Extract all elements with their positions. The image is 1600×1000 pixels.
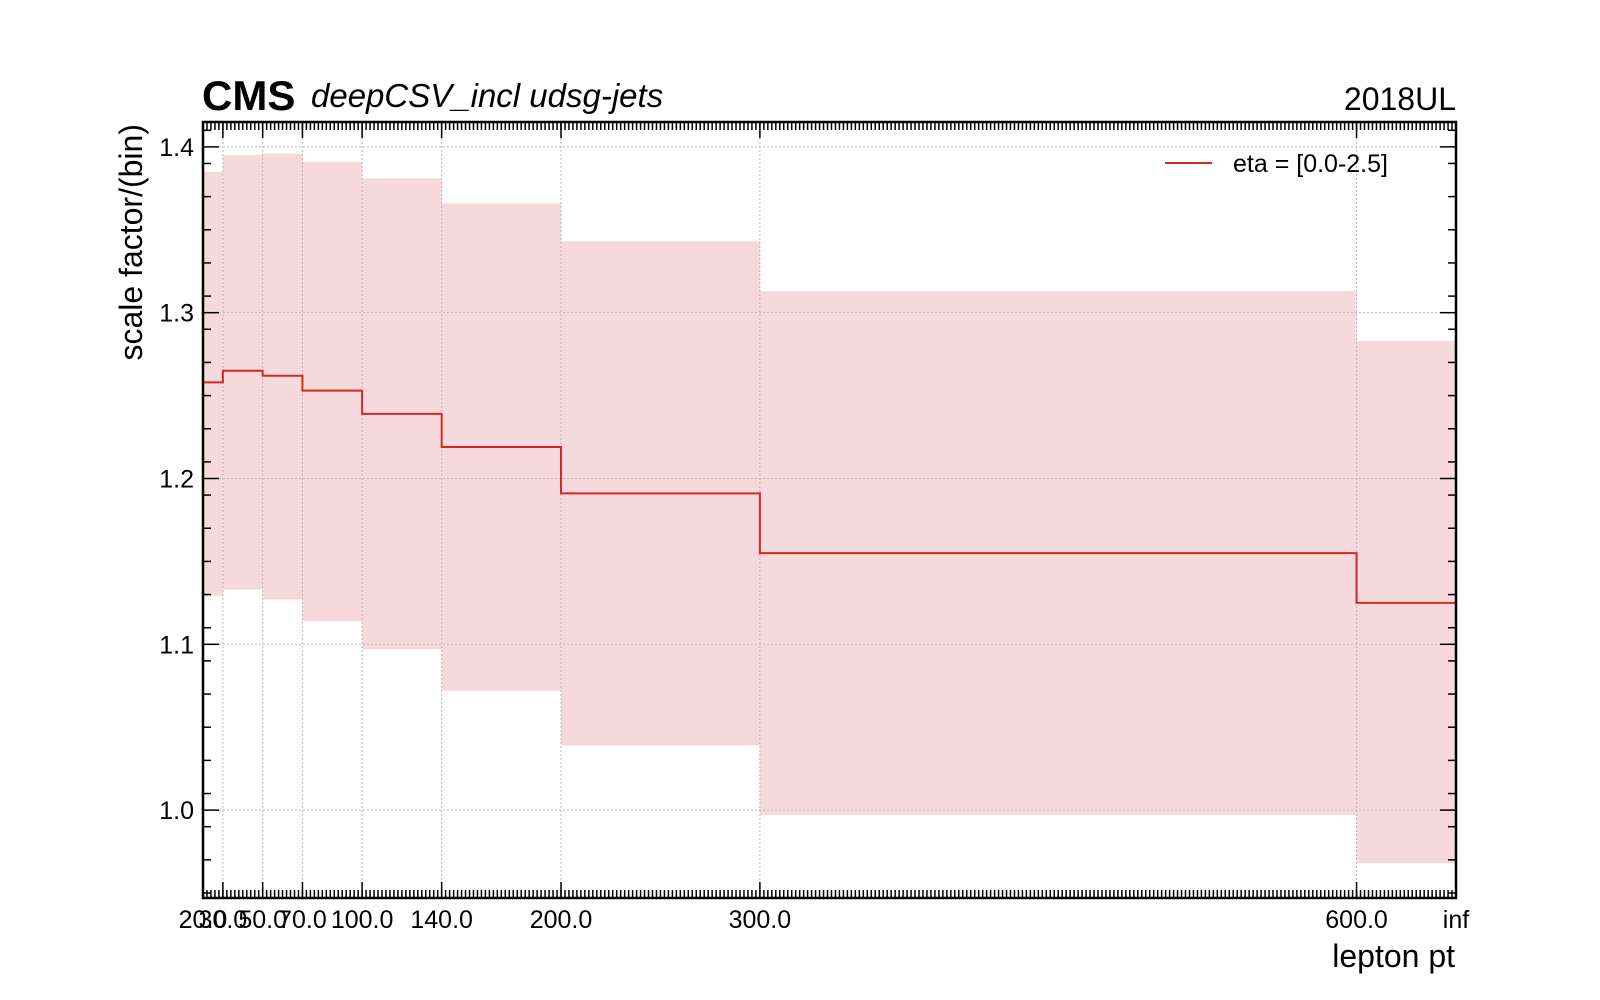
- uncertainty-band: [203, 171, 223, 597]
- y-tick-label: 1.4: [159, 134, 194, 162]
- y-tick-label: 1.1: [159, 631, 194, 659]
- x-tick-label: 30.0: [199, 906, 248, 934]
- chart-subtitle: deepCSV_incl udsg-jets: [311, 77, 663, 114]
- x-tick-label: 600.0: [1325, 906, 1388, 934]
- x-tick-label: 200.0: [530, 906, 593, 934]
- x-tick-label: 20.0: [179, 906, 228, 934]
- x-tick-labels: 20.030.050.070.0 100.0 140.0 200.0 300.0 600.…: [179, 906, 1470, 934]
- legend: eta = [0.0-2.5]: [1165, 150, 1388, 178]
- axis-ticks: [202, 122, 1457, 898]
- year-label: 2018UL: [1344, 81, 1456, 117]
- series-line: [203, 369, 1456, 604]
- x-tick-label: inf: [1443, 906, 1469, 934]
- y-tick-label: 1.0: [159, 797, 194, 825]
- y-axis-label: scale factor/(bin): [113, 124, 149, 361]
- experiment-label: CMS: [202, 72, 295, 119]
- plot-frame: [201, 120, 1458, 900]
- y-tick-labels: 1.0 1.1 1.2 1.3 1.4: [159, 134, 194, 825]
- series-step-line: [203, 369, 1456, 604]
- y-tick-label: 1.2: [159, 465, 194, 493]
- legend-label: eta = [0.0-2.5]: [1233, 150, 1388, 178]
- x-axis-label: lepton pt: [1332, 938, 1455, 974]
- x-tick-label: 50.0: [238, 906, 287, 934]
- uncertainty-band: [222, 155, 263, 590]
- y-tick-label: 1.3: [159, 300, 194, 328]
- uncertainty-bands: [203, 153, 1456, 864]
- x-tick-label: 70.0: [278, 906, 327, 934]
- x-tick-label: 300.0: [729, 906, 792, 934]
- x-tick-label: 140.0: [410, 906, 473, 934]
- x-tick-label: 100.0: [331, 906, 394, 934]
